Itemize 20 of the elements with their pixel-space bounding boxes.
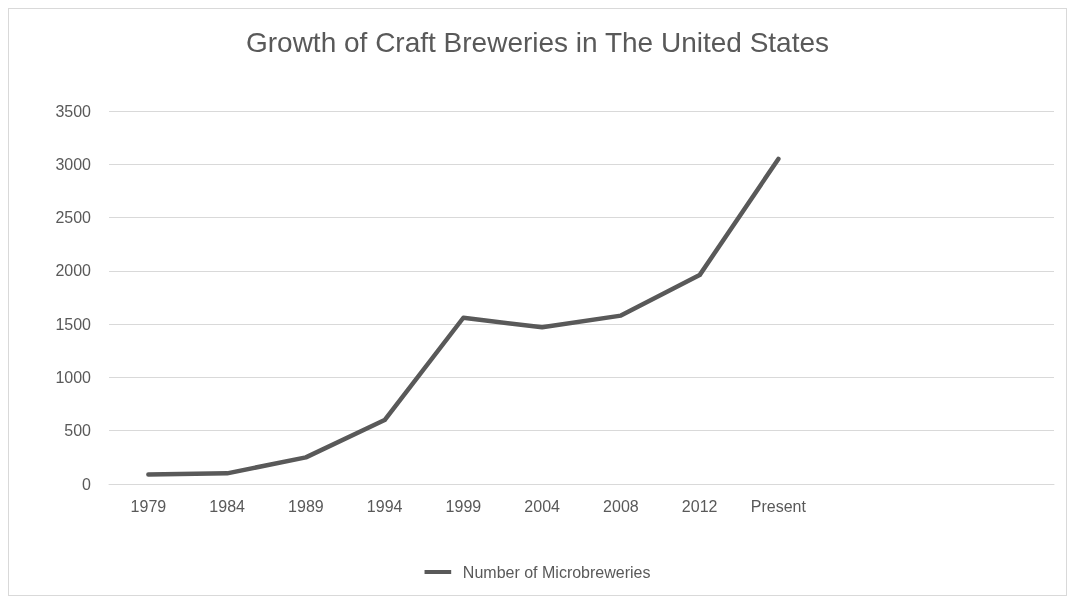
- x-tick-label: 1989: [288, 497, 324, 515]
- chart-title: Growth of Craft Breweries in The United States: [245, 26, 830, 58]
- y-tick-label: 500: [64, 422, 92, 440]
- y-tick-label: 2500: [55, 209, 92, 227]
- x-tick-label: 1979: [130, 497, 167, 515]
- x-tick-label: 1994: [366, 497, 403, 515]
- legend-label: Number of Microbreweries: [462, 563, 651, 581]
- y-tick-label: 3000: [55, 155, 92, 173]
- x-tick-label: Present: [750, 497, 807, 515]
- x-tick-label: 1984: [209, 497, 246, 515]
- y-tick-label: 2000: [55, 262, 92, 280]
- line-series: [146, 156, 781, 477]
- y-tick-label: 1000: [55, 368, 92, 386]
- x-tick-label: 2008: [603, 497, 639, 515]
- x-tick-label: 2004: [524, 497, 561, 515]
- y-tick-label: 0: [82, 475, 92, 493]
- x-tick-label: 2012: [681, 497, 718, 515]
- x-tick-label: 1999: [445, 497, 482, 515]
- y-tick-label: 1500: [55, 315, 92, 333]
- y-tick-label: 3500: [55, 102, 92, 120]
